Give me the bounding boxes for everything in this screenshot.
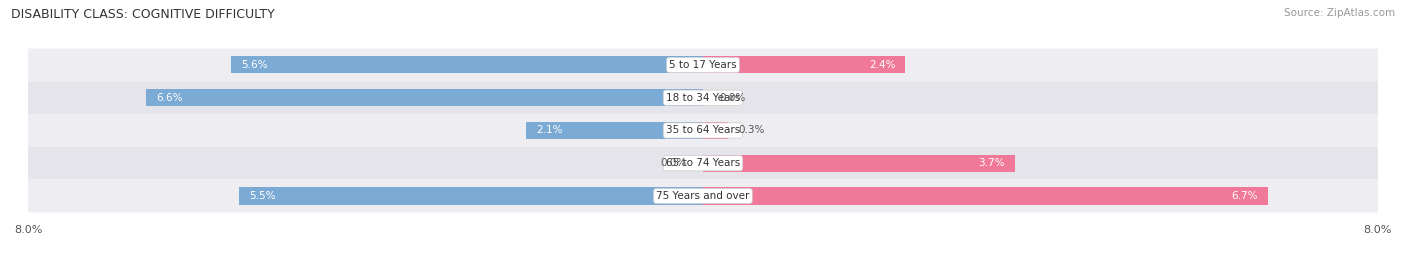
Bar bbox=[239, 187, 703, 204]
Text: 75 Years and over: 75 Years and over bbox=[657, 191, 749, 201]
Text: 0.0%: 0.0% bbox=[659, 158, 686, 168]
Bar bbox=[703, 122, 728, 139]
Bar bbox=[231, 56, 703, 73]
FancyBboxPatch shape bbox=[28, 114, 1378, 147]
Bar bbox=[146, 89, 703, 106]
Text: 5.5%: 5.5% bbox=[249, 191, 276, 201]
FancyBboxPatch shape bbox=[28, 81, 1378, 114]
Text: 6.7%: 6.7% bbox=[1232, 191, 1258, 201]
Text: 35 to 64 Years: 35 to 64 Years bbox=[666, 125, 740, 136]
Bar bbox=[703, 56, 905, 73]
Bar bbox=[703, 155, 1015, 172]
Text: 2.1%: 2.1% bbox=[536, 125, 562, 136]
Text: 3.7%: 3.7% bbox=[979, 158, 1005, 168]
Text: DISABILITY CLASS: COGNITIVE DIFFICULTY: DISABILITY CLASS: COGNITIVE DIFFICULTY bbox=[11, 8, 276, 21]
Bar bbox=[703, 187, 1268, 204]
Text: 2.4%: 2.4% bbox=[869, 60, 896, 70]
Text: 5.6%: 5.6% bbox=[240, 60, 267, 70]
Text: 65 to 74 Years: 65 to 74 Years bbox=[666, 158, 740, 168]
Text: Source: ZipAtlas.com: Source: ZipAtlas.com bbox=[1284, 8, 1395, 18]
FancyBboxPatch shape bbox=[28, 48, 1378, 81]
FancyBboxPatch shape bbox=[28, 147, 1378, 180]
Bar bbox=[526, 122, 703, 139]
Text: 0.0%: 0.0% bbox=[720, 93, 747, 103]
Text: 5 to 17 Years: 5 to 17 Years bbox=[669, 60, 737, 70]
Text: 18 to 34 Years: 18 to 34 Years bbox=[666, 93, 740, 103]
FancyBboxPatch shape bbox=[28, 180, 1378, 213]
Text: 6.6%: 6.6% bbox=[156, 93, 183, 103]
Text: 0.3%: 0.3% bbox=[738, 125, 765, 136]
